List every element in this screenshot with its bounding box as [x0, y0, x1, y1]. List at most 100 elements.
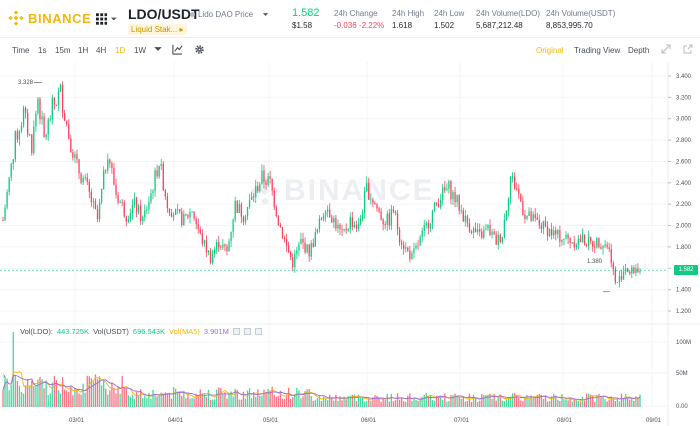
- candle-body: [407, 247, 409, 251]
- candlestick-chart[interactable]: 3.400 3.200 3.000 2.800 2.600 2.400 2.200 2.000…: [0, 62, 700, 426]
- volume-bar: [146, 398, 148, 407]
- candle-body: [281, 227, 284, 238]
- candle-body: [63, 112, 66, 121]
- volume-bar: [493, 393, 495, 407]
- volume-bar: [265, 392, 267, 407]
- view-depth[interactable]: Depth: [628, 46, 650, 55]
- candle-body: [536, 217, 538, 220]
- volume-bar: [242, 391, 245, 407]
- volume-bar: [271, 386, 273, 407]
- candle-body: [526, 215, 528, 220]
- fullscreen-button[interactable]: [661, 44, 673, 56]
- volume-bar: [468, 393, 471, 407]
- volume-bar: [287, 387, 290, 407]
- volume-bar: [538, 393, 540, 407]
- candle-body: [483, 229, 485, 238]
- legend-settings-button[interactable]: [243, 328, 251, 335]
- volume-bar: [620, 393, 623, 407]
- pair-symbol[interactable]: LDO/USDT: [128, 6, 200, 22]
- interval-15m[interactable]: 15m: [55, 46, 71, 55]
- binance-logo[interactable]: BINANCE: [8, 9, 91, 27]
- candle-body: [14, 131, 16, 160]
- candle-body: [411, 253, 413, 260]
- category-tag[interactable]: Liquid Stak... ▸: [128, 24, 187, 35]
- interval-1h[interactable]: 1H: [78, 46, 89, 55]
- view-original[interactable]: Original: [536, 46, 564, 55]
- volume-bar: [59, 393, 62, 407]
- candle-body: [207, 250, 210, 253]
- volume-bar: [431, 399, 434, 407]
- candle-body: [33, 126, 35, 154]
- candle-body: [68, 124, 70, 139]
- volume-bar: [300, 398, 302, 407]
- legend-collapse-arrow[interactable]: ›: [3, 373, 6, 380]
- candle-body: [24, 107, 27, 113]
- interval-1w[interactable]: 1W: [134, 46, 146, 55]
- candle-body: [279, 224, 282, 228]
- volume-bar: [123, 386, 125, 407]
- candle-body: [400, 242, 403, 245]
- candle-body: [548, 229, 551, 237]
- candle-body: [363, 191, 366, 213]
- indicators-button[interactable]: [172, 44, 184, 56]
- volume-bar: [2, 390, 4, 407]
- interval-4h[interactable]: 4H: [96, 46, 107, 55]
- candle-body: [612, 263, 614, 270]
- popout-button[interactable]: [683, 44, 695, 56]
- stat-24h-low: 24h Low 1.502: [434, 8, 464, 32]
- volume-bar: [137, 395, 140, 407]
- volume-bar: [148, 392, 150, 407]
- volume-bar: [51, 382, 53, 407]
- volume-bar: [86, 375, 88, 407]
- volume-bar: [518, 397, 520, 407]
- interval-1s[interactable]: 1s: [38, 46, 47, 55]
- candle-body: [304, 242, 306, 253]
- volume-bar: [39, 376, 41, 407]
- candle-body: [76, 154, 78, 160]
- volume-bar: [150, 398, 152, 407]
- volume-bar: [94, 374, 97, 407]
- info-dot-icon: [190, 12, 195, 17]
- interval-1d[interactable]: 1D: [115, 46, 126, 55]
- interval-time[interactable]: Time: [12, 46, 30, 55]
- volume-bar: [363, 401, 366, 407]
- volume-bar: [522, 401, 524, 407]
- apps-menu-button[interactable]: [96, 12, 118, 26]
- volume-bar: [285, 394, 288, 407]
- candle-body: [154, 170, 156, 192]
- candle-body: [174, 209, 177, 216]
- candle-body: [121, 201, 123, 203]
- candle-body: [583, 234, 586, 245]
- candle-body: [84, 177, 86, 179]
- candle-body: [627, 268, 629, 272]
- volume-bar: [26, 379, 29, 407]
- candle-body: [236, 200, 238, 213]
- candle-body: [302, 238, 304, 243]
- candle-body: [380, 211, 382, 220]
- volume-bar: [267, 389, 269, 407]
- volume-bar: [479, 400, 481, 407]
- volume-bar: [152, 389, 154, 407]
- more-intervals-button[interactable]: [153, 44, 165, 56]
- volume-bar: [185, 398, 187, 407]
- volume-bar: [343, 396, 345, 407]
- volume-bar: [31, 380, 33, 407]
- volume-bar: [509, 396, 512, 407]
- candle-body: [587, 236, 590, 246]
- volume-bar: [261, 395, 263, 407]
- candle-body: [489, 225, 491, 235]
- volume-bar: [433, 400, 436, 407]
- chart-settings-button[interactable]: [194, 44, 206, 56]
- volume-bar: [583, 400, 586, 407]
- chart-area[interactable]: BINANCE 3.400 3.200 3.000 2.800 2.600 2.400 2.…: [0, 62, 700, 426]
- volume-bar: [96, 379, 99, 407]
- legend-hide-button[interactable]: [232, 328, 240, 335]
- volume-bar: [435, 395, 438, 407]
- pair-name[interactable]: Lido DAO Price: [190, 10, 269, 19]
- candle-body: [485, 228, 487, 230]
- candle-body: [573, 242, 575, 248]
- view-trading-view[interactable]: Trading View: [574, 46, 621, 55]
- volume-bar: [561, 394, 563, 407]
- legend-close-button[interactable]: [254, 328, 262, 335]
- stat-label: 24h Volume(LDO): [476, 9, 541, 18]
